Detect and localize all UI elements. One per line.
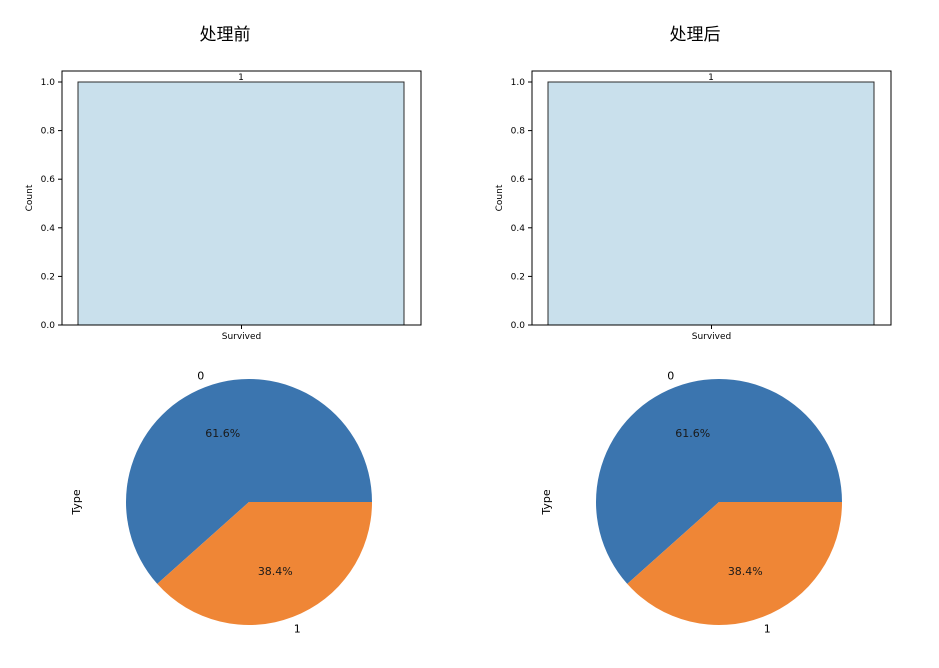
- pie-slice-0: [596, 378, 842, 584]
- pie-y-axis-label: Type: [70, 489, 83, 515]
- y-tick-label: 1.0: [41, 78, 56, 88]
- pie-category-label: 1: [764, 622, 771, 635]
- pie-percent-label: 38.4%: [258, 565, 293, 578]
- y-tick-label: 0.0: [41, 321, 56, 331]
- left-column-title: 处理前: [199, 25, 251, 45]
- bar-value-label: 1: [708, 73, 714, 83]
- bar-survived-1: [547, 81, 875, 326]
- y-tick-label: 0.8: [511, 127, 526, 137]
- pie-category-label: 0: [197, 370, 204, 383]
- y-tick-label: 0.6: [511, 175, 526, 185]
- bar-value-label: 1: [238, 73, 244, 83]
- pie-category-label: 0: [667, 370, 674, 383]
- y-tick-label: 0.0: [511, 321, 526, 331]
- y-tick-label: 0.6: [41, 175, 56, 185]
- y-tick-label: 0.4: [511, 224, 526, 234]
- x-axis-label: Survived: [692, 332, 732, 342]
- y-tick-label: 0.8: [41, 127, 56, 137]
- pie-category-label: 1: [294, 622, 301, 635]
- pie-slice-1: [157, 502, 372, 625]
- bar-survived-0: [77, 81, 405, 326]
- x-axis-label: Survived: [222, 332, 262, 342]
- pie-slice-1: [627, 502, 842, 625]
- y-axis-label: Count: [495, 184, 505, 211]
- y-tick-label: 0.2: [41, 272, 55, 282]
- pie-y-axis-label: Type: [540, 489, 553, 515]
- pie-slice-0: [125, 378, 373, 584]
- pie-percent-label: 38.4%: [728, 565, 763, 578]
- y-tick-label: 0.2: [511, 272, 525, 282]
- pie-percent-label: 61.6%: [205, 427, 240, 440]
- right-column-title: 处理后: [669, 25, 721, 45]
- y-tick-label: 0.4: [41, 224, 56, 234]
- y-axis-label: Count: [25, 184, 35, 211]
- y-tick-label: 1.0: [511, 78, 526, 88]
- pie-percent-label: 61.6%: [675, 427, 710, 440]
